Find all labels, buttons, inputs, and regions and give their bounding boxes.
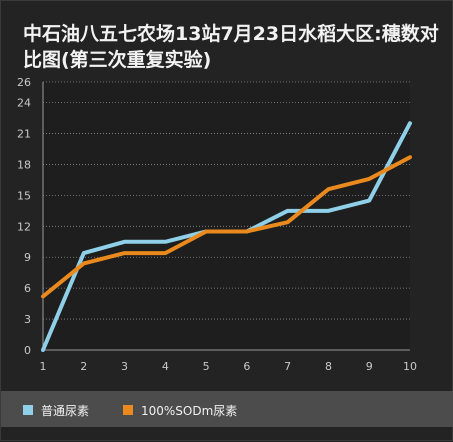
legend-label-series-2: 100%SODm尿素 bbox=[141, 403, 238, 418]
x-tick-label: 1 bbox=[40, 360, 47, 373]
legend-swatch-series-1 bbox=[23, 405, 33, 415]
legend-item-series-2[interactable]: 100%SODm尿素 bbox=[123, 402, 237, 418]
x-tick-label: 3 bbox=[121, 360, 128, 373]
y-tick-label: 6 bbox=[24, 282, 31, 295]
y-tick-label: 9 bbox=[24, 251, 31, 264]
x-tick-label: 10 bbox=[403, 360, 417, 373]
x-tick-label: 5 bbox=[203, 360, 210, 373]
y-tick-label: 12 bbox=[17, 220, 31, 233]
x-tick-label: 8 bbox=[325, 360, 332, 373]
x-tick-label: 6 bbox=[243, 360, 250, 373]
legend-swatch-series-2 bbox=[123, 405, 133, 415]
y-tick-label: 24 bbox=[17, 97, 31, 110]
legend-item-series-1[interactable]: 普通尿素 bbox=[23, 402, 89, 418]
series-line-2 bbox=[41, 155, 412, 299]
y-tick-label: 15 bbox=[17, 189, 31, 202]
y-tick-label: 18 bbox=[17, 158, 31, 171]
y-tick-label: 21 bbox=[17, 128, 31, 141]
y-tick-label: 3 bbox=[24, 313, 31, 326]
x-tick-label: 7 bbox=[284, 360, 291, 373]
y-tick-label: 26 bbox=[17, 76, 31, 89]
x-tick-label: 9 bbox=[366, 360, 373, 373]
plot-area bbox=[43, 82, 410, 350]
legend-label-series-1: 普通尿素 bbox=[41, 403, 90, 418]
chart-title: 中石油八五七农场13站7月23日水稻大区:穗数对比图(第三次重复实验) bbox=[23, 23, 439, 71]
legend: 普通尿素 100%SODm尿素 bbox=[1, 391, 453, 427]
x-tick-label: 4 bbox=[162, 360, 169, 373]
y-tick-label: 0 bbox=[24, 344, 31, 357]
x-tick-label: 2 bbox=[80, 360, 87, 373]
